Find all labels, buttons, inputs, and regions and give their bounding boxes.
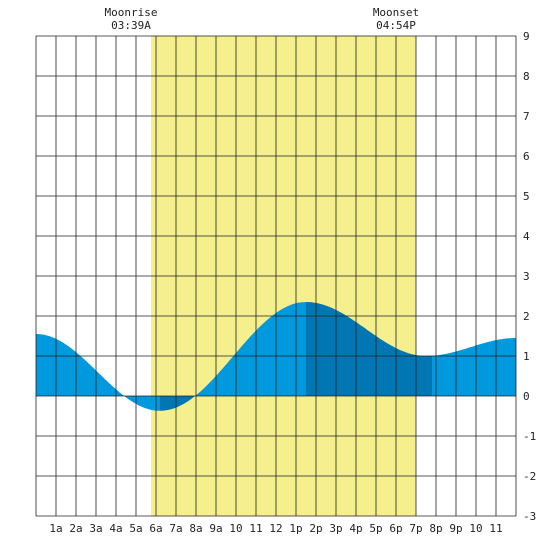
x-tick-label: 8p <box>429 522 442 535</box>
x-tick-label: 1p <box>289 522 302 535</box>
x-tick-label: 6p <box>389 522 402 535</box>
moonrise-title: Moonrise <box>105 6 158 19</box>
y-tick-label: -2 <box>523 470 536 483</box>
y-tick-label: 3 <box>523 270 530 283</box>
y-tick-label: 2 <box>523 310 530 323</box>
x-tick-label: 10 <box>469 522 482 535</box>
tide-segment <box>306 302 432 396</box>
x-tick-label: 12 <box>269 522 282 535</box>
tide-layer <box>36 302 516 411</box>
x-tick-label: 3p <box>329 522 342 535</box>
label-layer: 1a 2a 3a 4a 5a 6a 7a 8a 9a 10 11 12 1p 2p 3p 4p 5p 6p 7p 8p… <box>49 6 536 535</box>
x-tick-label: 11 <box>489 522 502 535</box>
y-tick-label: 1 <box>523 350 530 363</box>
x-tick-label: 5a <box>129 522 142 535</box>
x-tick-label: 5p <box>369 522 382 535</box>
x-tick-label: 4p <box>349 522 362 535</box>
x-tick-label: 9p <box>449 522 462 535</box>
y-tick-label: 9 <box>523 30 530 43</box>
x-tick-label: 1a <box>49 522 62 535</box>
x-tick-label: 11 <box>249 522 262 535</box>
y-tick-label: 0 <box>523 390 530 403</box>
x-tick-label: 7a <box>169 522 182 535</box>
y-tick-label: -3 <box>523 510 536 523</box>
y-tick-label: -1 <box>523 430 536 443</box>
tide-segment <box>196 302 306 396</box>
moonset-time: 04:54P <box>376 19 416 32</box>
y-tick-label: 8 <box>523 70 530 83</box>
y-tick-label: 5 <box>523 190 530 203</box>
x-tick-label: 4a <box>109 522 122 535</box>
x-tick-label: 10 <box>229 522 242 535</box>
y-tick-label: 7 <box>523 110 530 123</box>
tide-segment <box>36 334 160 411</box>
y-tick-label: 6 <box>523 150 530 163</box>
x-tick-label: 7p <box>409 522 422 535</box>
x-tick-label: 8a <box>189 522 202 535</box>
tide-segment <box>160 395 196 411</box>
moonrise-time: 03:39A <box>111 19 151 32</box>
x-tick-label: 2a <box>69 522 82 535</box>
x-tick-label: 9a <box>209 522 222 535</box>
x-tick-label: 6a <box>149 522 162 535</box>
x-tick-label: 3a <box>89 522 102 535</box>
x-tick-label: 2p <box>309 522 322 535</box>
grid-layer <box>35 35 517 517</box>
y-tick-label: 4 <box>523 230 530 243</box>
moonset-title: Moonset <box>373 6 419 19</box>
tide-segment <box>432 338 516 396</box>
